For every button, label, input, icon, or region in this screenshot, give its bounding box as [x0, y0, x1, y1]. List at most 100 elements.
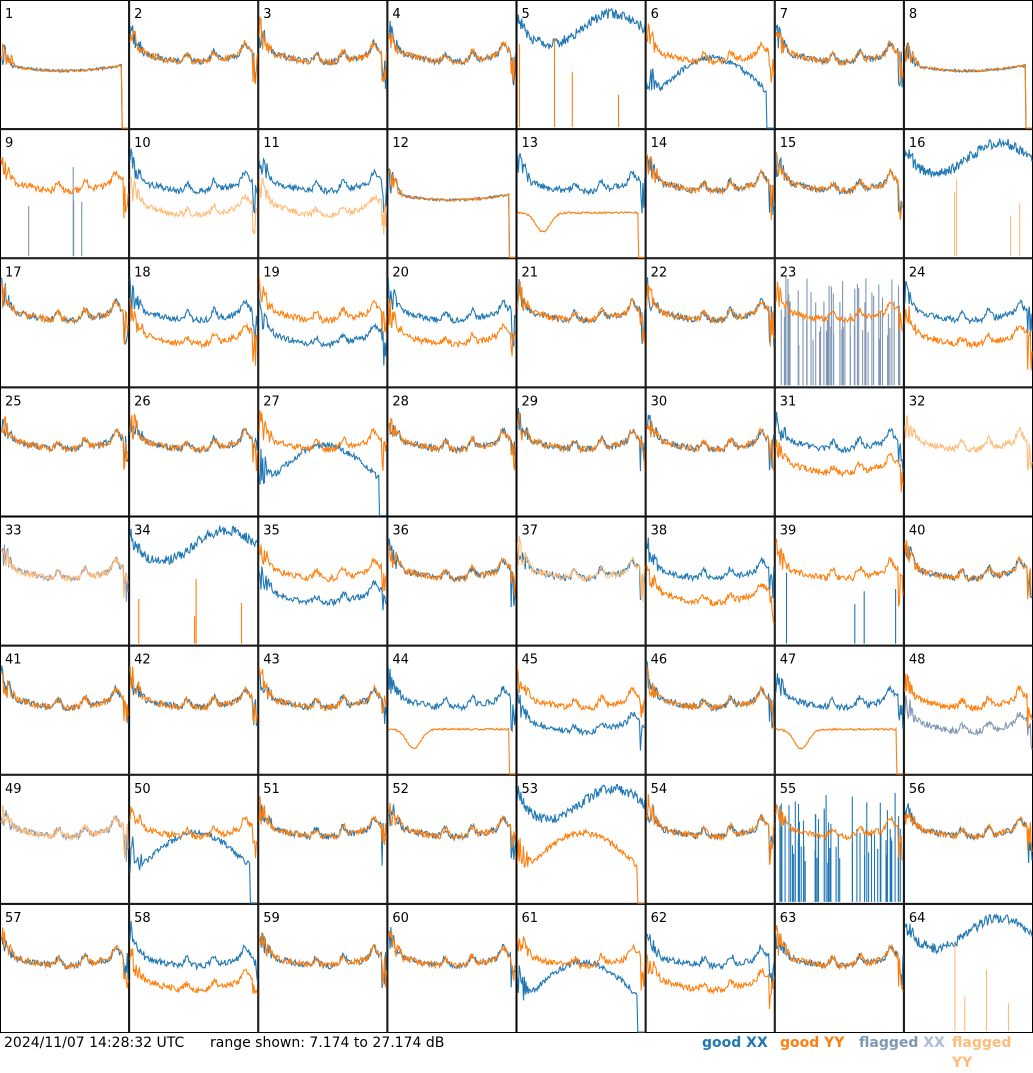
panel-35: 35	[258, 516, 388, 646]
panel-14: 14	[645, 129, 775, 259]
panel-number: 28	[392, 394, 409, 409]
spectrum-yy-10	[129, 176, 258, 235]
panel-number: 57	[5, 911, 22, 926]
legend-pol: XX	[746, 1035, 768, 1051]
panel-number: 27	[263, 394, 280, 409]
spectrum-yy-32	[904, 415, 1033, 471]
panel-number: 54	[651, 782, 668, 797]
legend-pol: YY	[824, 1035, 845, 1051]
panel-18: 18	[129, 258, 259, 388]
panel-48: 48	[903, 645, 1033, 775]
panel-12: 12	[387, 129, 517, 259]
spectrum-xx-9	[28, 167, 83, 257]
panel-frame	[129, 516, 259, 646]
spectrum-yy-23	[775, 281, 904, 332]
spectrum-yy-36	[387, 544, 517, 597]
spectrum-xx-20	[387, 277, 517, 348]
panel-41: 41	[0, 645, 130, 775]
panel-frame	[129, 0, 259, 130]
panel-frame	[129, 774, 259, 904]
spectrum-yy-20	[387, 298, 517, 357]
panel-52: 52	[387, 774, 517, 904]
panel-frame	[645, 903, 775, 1033]
panel-number: 20	[392, 265, 409, 280]
spectrum-yy-13	[517, 210, 645, 258]
panel-number: 42	[134, 653, 151, 668]
spectrum-yy-42	[129, 665, 258, 724]
panel-4: 4	[387, 0, 517, 130]
panel-number: 34	[134, 524, 151, 539]
spectrum-yy-39	[775, 538, 904, 607]
spectrum-yy-5	[518, 37, 620, 128]
panel-frame	[645, 387, 775, 517]
spectrum-xx-23	[780, 275, 901, 386]
spectrum-yy-56	[904, 812, 1033, 853]
spectrum-yy-45	[516, 666, 646, 718]
panel-39: 39	[774, 516, 904, 646]
panel-frame	[258, 516, 388, 646]
spectrum-yy-31	[775, 439, 904, 493]
panel-number: 36	[392, 524, 409, 539]
panel-frame	[0, 129, 130, 259]
panel-31: 31	[774, 387, 904, 517]
panel-frame	[645, 516, 775, 646]
spectrum-yy-30	[646, 420, 775, 472]
panel-23: 23	[774, 258, 904, 388]
panel-number: 35	[263, 524, 280, 539]
spectrum-xx-6	[646, 53, 774, 129]
legend-flagged-xx: flagged XX	[859, 1033, 945, 1053]
panel-27: 27	[258, 387, 388, 517]
legend-pol: YY	[952, 1055, 973, 1071]
panel-1: 1	[0, 0, 130, 130]
spectrum-xx-2	[129, 25, 258, 82]
spectrum-xx-35	[258, 566, 387, 611]
panel-number: 41	[5, 653, 22, 668]
panel-number: 50	[134, 782, 151, 797]
panel-10: 10	[129, 129, 259, 259]
spectrum-yy-1	[0, 43, 129, 129]
spectrum-xx-63	[775, 933, 904, 989]
spectrum-yy-27	[258, 410, 387, 472]
panel-30: 30	[645, 387, 775, 517]
panel-38: 38	[645, 516, 775, 646]
panel-frame	[129, 645, 259, 775]
panel-64: 64	[903, 903, 1033, 1033]
panel-number: 58	[134, 911, 151, 926]
spectrum-xx-53	[516, 783, 646, 824]
panel-frame	[387, 129, 517, 259]
panel-number: 56	[909, 782, 926, 797]
panel-number: 62	[651, 911, 668, 926]
spectrum-yy-6	[646, 23, 775, 83]
panel-number: 51	[263, 782, 280, 797]
panel-number: 5	[522, 7, 530, 22]
panel-number: 38	[651, 524, 668, 539]
panel-16: 16	[903, 129, 1033, 259]
panel-frame	[516, 645, 646, 775]
panel-21: 21	[516, 258, 646, 388]
panel-number: 14	[651, 136, 668, 151]
spectrum-yy-38	[646, 564, 775, 625]
panel-32: 32	[903, 387, 1033, 517]
panel-number: 33	[5, 524, 22, 539]
panel-number: 18	[134, 265, 151, 280]
panel-number: 32	[909, 394, 926, 409]
panel-62: 62	[645, 903, 775, 1033]
panel-25: 25	[0, 387, 130, 517]
spectrum-yy-52	[387, 802, 517, 849]
panel-frame	[645, 645, 775, 775]
panel-number: 61	[522, 911, 539, 926]
legend-label: good	[780, 1035, 820, 1051]
panel-number: 11	[263, 136, 280, 151]
spectrum-yy-49	[0, 804, 129, 859]
panel-number: 59	[263, 911, 280, 926]
panel-frame	[387, 258, 517, 388]
panel-frame	[387, 516, 517, 646]
spectrum-yy-43	[258, 665, 387, 715]
panel-number: 55	[780, 782, 797, 797]
panel-50: 50	[129, 774, 259, 904]
spectrum-xx-19	[258, 299, 387, 366]
timestamp: 2024/11/07 14:28:32 UTC	[4, 1035, 185, 1051]
legend-flagged-yy: flagged YY	[952, 1033, 1033, 1073]
spectrum-xx-58	[129, 921, 258, 981]
panel-34: 34	[129, 516, 259, 646]
